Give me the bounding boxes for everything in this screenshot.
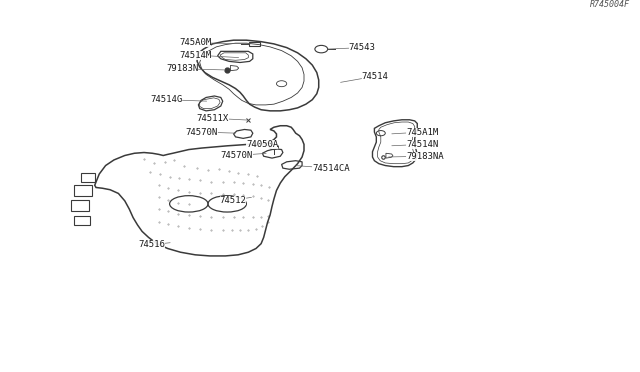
Bar [74, 216, 90, 225]
Text: 74050A: 74050A [246, 140, 278, 149]
Text: 79183N: 79183N [166, 64, 224, 73]
Text: 74570N: 74570N [186, 128, 236, 137]
Text: 74543: 74543 [328, 43, 376, 52]
Text: R745004F: R745004F [590, 0, 630, 9]
Text: 74570N: 74570N [221, 151, 266, 160]
Text: 745A1M: 745A1M [392, 128, 438, 137]
Bar [71, 200, 89, 211]
Bar [249, 42, 260, 46]
Text: 74514: 74514 [340, 72, 388, 82]
Text: 74516: 74516 [138, 240, 170, 249]
Text: 74511X: 74511X [197, 114, 248, 123]
Text: 74512: 74512 [220, 196, 252, 205]
Text: 74514N: 74514N [392, 140, 438, 149]
Text: 745A0M: 745A0M [179, 38, 250, 47]
Bar [74, 185, 92, 196]
Text: 74514CA: 74514CA [296, 164, 350, 173]
Text: 79183NA: 79183NA [388, 152, 444, 161]
Text: 74514M: 74514M [179, 51, 239, 60]
Text: 74514G: 74514G [150, 95, 207, 104]
Bar [81, 173, 95, 182]
